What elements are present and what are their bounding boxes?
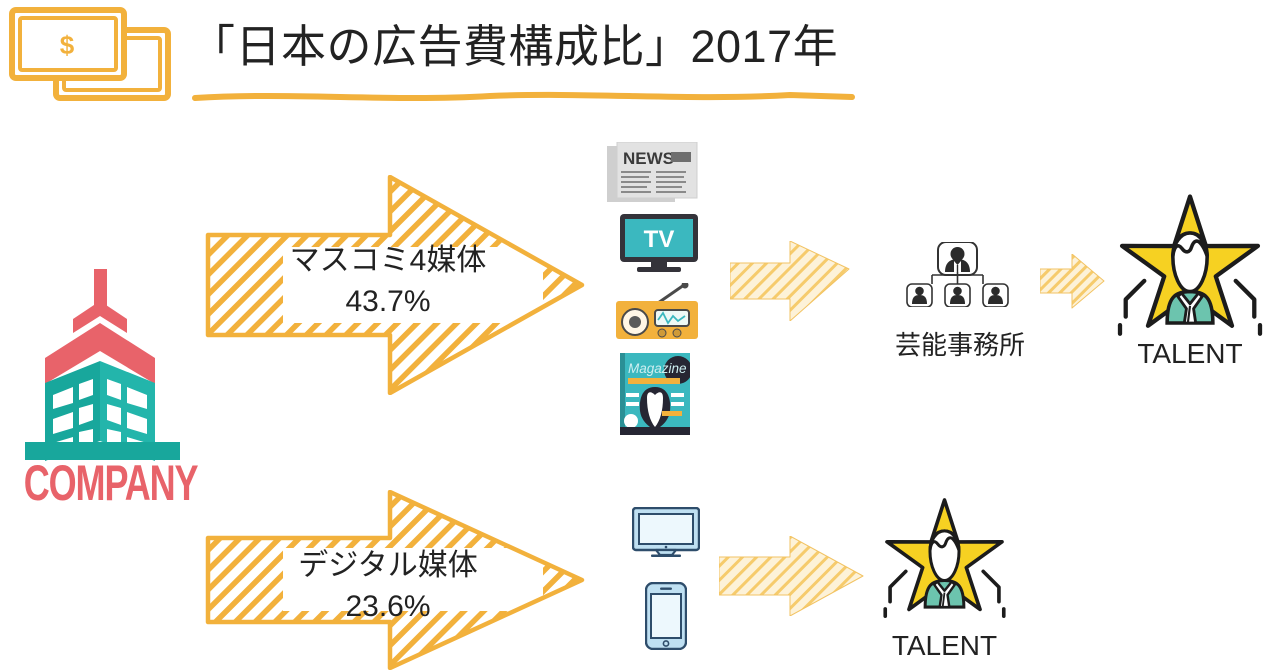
svg-text:Magazine: Magazine [628,361,687,376]
svg-text:TV: TV [644,226,675,253]
svg-text:NEWS: NEWS [623,149,674,168]
svg-text:$: $ [60,30,75,60]
